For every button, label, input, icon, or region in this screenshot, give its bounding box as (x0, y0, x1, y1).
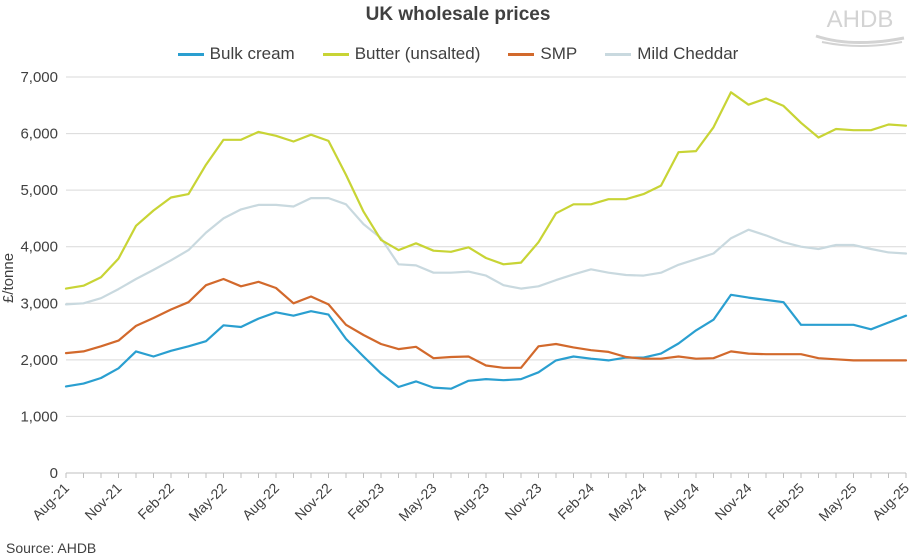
y-tick-label: 6,000 (20, 126, 58, 143)
legend-swatch (508, 52, 535, 56)
logo-swoosh-icon (815, 34, 905, 47)
x-tick-label: Aug-23 (449, 480, 492, 523)
legend-swatch (322, 52, 349, 56)
y-tick-label: 2,000 (20, 352, 58, 369)
series-line-smp (64, 277, 908, 369)
legend-item: Bulk cream (177, 44, 295, 64)
ahdb-logo: AHDB (812, 6, 908, 47)
x-tick-label: Nov-23 (501, 480, 544, 523)
x-tick-label: Nov-22 (291, 480, 334, 523)
series-line-bulk-cream (64, 293, 908, 390)
y-tick-label: 7,000 (20, 69, 58, 86)
y-axis-label: £/tonne (0, 253, 17, 303)
x-tick-label: Aug-25 (869, 480, 912, 523)
legend-item: Butter (unsalted) (322, 44, 481, 64)
chart-title: UK wholesale prices (365, 4, 551, 25)
legend-label: Bulk cream (209, 44, 295, 63)
x-tick-label: Aug-24 (659, 480, 702, 523)
x-axis: Aug-21 Nov-21 Feb-22 May-22 Aug-22 Nov-22 Feb-… (29, 472, 912, 524)
x-tick-label: May-25 (815, 480, 859, 524)
legend-swatch (605, 52, 632, 56)
x-tick-label: Aug-21 (29, 480, 72, 523)
chart-legend: Bulk cream Butter (unsalted) SMP Mild Chedd… (0, 44, 916, 64)
gridlines (66, 76, 906, 417)
legend-item: SMP (508, 44, 577, 64)
legend-label: SMP (540, 44, 578, 63)
x-tick-label: Feb-23 (344, 480, 387, 523)
y-tick-label: 0 (50, 465, 58, 482)
legend-label: Butter (unsalted) (354, 44, 481, 63)
y-tick-label: 5,000 (20, 182, 58, 199)
logo-text: AHDB (826, 6, 894, 33)
x-tick-label: May-22 (185, 480, 229, 524)
x-tick-label: May-24 (605, 480, 649, 524)
x-tick-label: Nov-24 (711, 480, 754, 523)
legend-item: Mild Cheddar (605, 44, 738, 64)
y-tick-label: 4,000 (20, 239, 58, 256)
x-tick-label: May-23 (395, 480, 439, 524)
x-tick-label: Feb-22 (134, 480, 177, 523)
source-note: Source: AHDB (6, 540, 97, 556)
legend-swatch (177, 52, 204, 56)
series-line-mild-cheddar (64, 197, 908, 306)
x-tick-label: Feb-24 (554, 480, 597, 523)
y-tick-label: 1,000 (20, 408, 58, 425)
x-tick-label: Nov-21 (81, 480, 124, 523)
series-line-butter-unsalted (64, 91, 908, 290)
series-lines (64, 91, 908, 390)
x-tick-label: Feb-25 (764, 480, 807, 523)
x-tick-label: Aug-22 (239, 480, 282, 523)
legend-label: Mild Cheddar (637, 44, 739, 63)
y-axis: 0 1,000 2,000 3,000 4,000 5,000 6,000 7,000 (20, 69, 58, 482)
y-tick-label: 3,000 (20, 295, 58, 312)
